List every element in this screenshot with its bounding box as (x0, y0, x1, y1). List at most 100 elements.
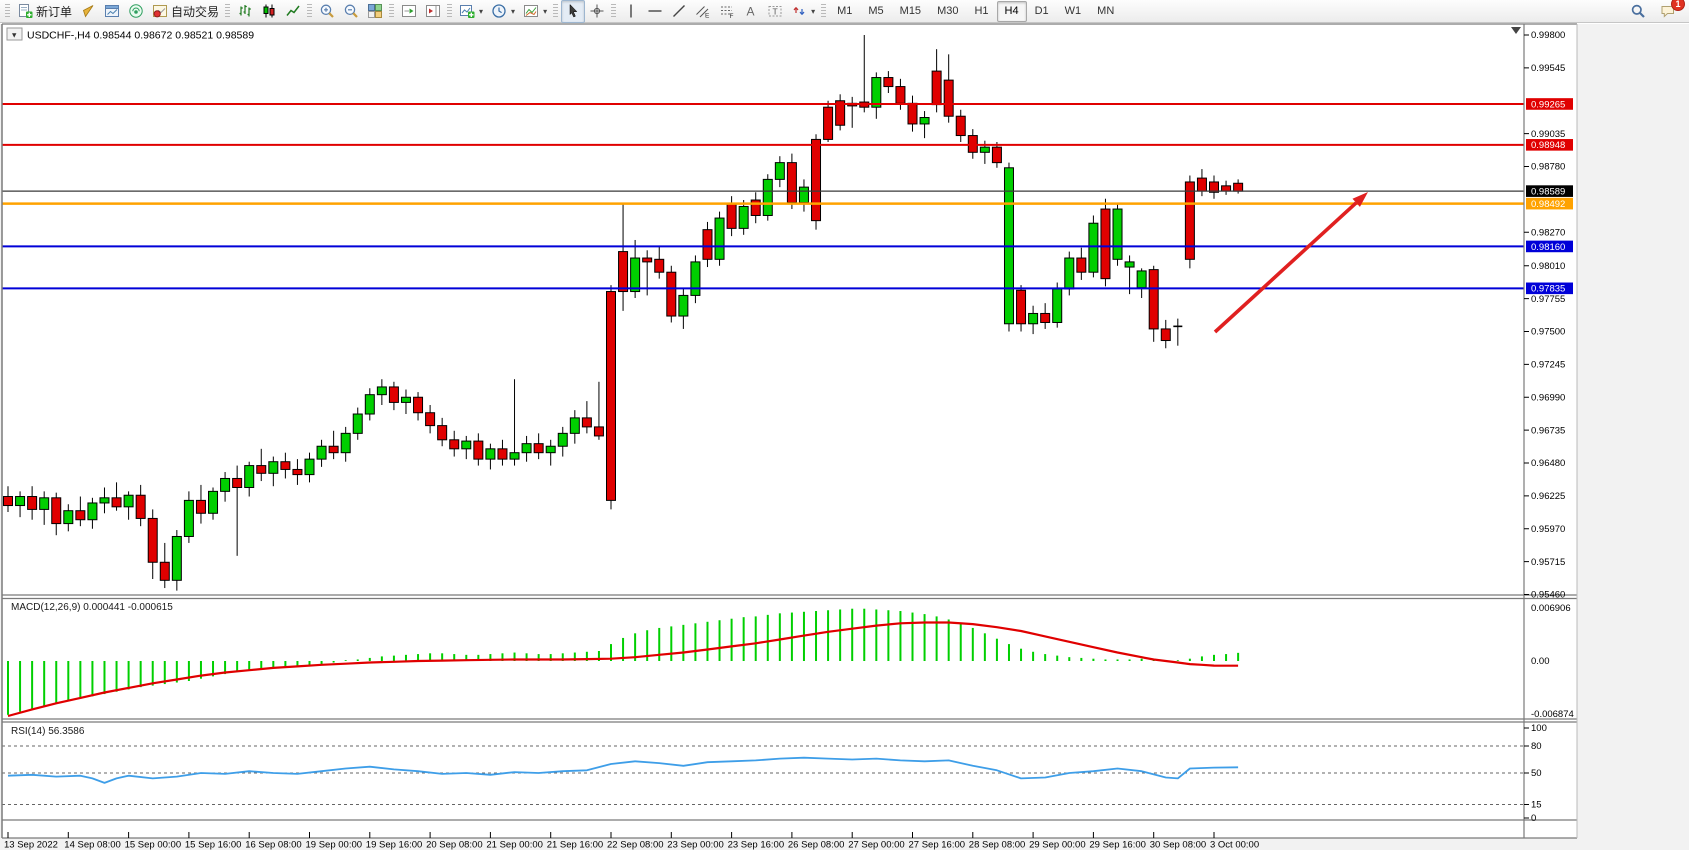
candle-body (907, 102, 918, 125)
time-tick-label: 15 Sep 00:00 (125, 840, 182, 850)
toolbar-grip (821, 3, 827, 19)
candle-body (111, 497, 122, 508)
resistance-price-label: 0.98948 (1531, 140, 1565, 151)
toolbar-grip (553, 3, 559, 19)
chart-shift-button[interactable] (421, 0, 445, 23)
zoom-in-button[interactable] (315, 0, 339, 23)
toolbar-grip (307, 3, 313, 19)
candle-body (618, 251, 629, 293)
fibonacci-button[interactable]: F (715, 0, 739, 23)
trend-arrow[interactable] (1213, 201, 1358, 334)
search-button[interactable] (1626, 0, 1650, 23)
timeframe-h1-button[interactable]: H1 (974, 4, 989, 17)
candle-body (1028, 312, 1039, 325)
candle-body (823, 106, 834, 140)
candle-body (268, 461, 279, 474)
bar-chart-button[interactable] (233, 0, 257, 23)
candle-body (352, 413, 363, 434)
candle-body (690, 261, 701, 296)
tile-windows-icon (367, 3, 383, 19)
price-scale[interactable]: 0.99800 0.99545 0.99035 0.98780 0.98270 0.980… (1524, 30, 1574, 824)
candle-body (388, 386, 399, 403)
candle-body (316, 445, 327, 460)
timeframe-m5-button[interactable]: M5 (868, 4, 884, 17)
candle-body (774, 162, 785, 180)
timeframe-mn-button[interactable]: MN (1097, 4, 1115, 17)
time-tick-label: 23 Sep 00:00 (667, 840, 724, 850)
price-tick-label: 0.98270 (1531, 227, 1565, 238)
arrows-button[interactable]: ▾ (787, 0, 819, 23)
candle-body (509, 452, 520, 460)
auto-trading-button[interactable]: 自动交易 (148, 0, 223, 23)
svg-text:E: E (705, 13, 710, 20)
time-tick-label: 27 Sep 00:00 (848, 840, 905, 850)
candle-body (449, 439, 460, 450)
price-tick-label: 0.95970 (1531, 524, 1565, 535)
text-button[interactable]: A (739, 0, 763, 23)
toolbar-grip (611, 3, 617, 19)
timeframe-d1-button[interactable]: D1 (1034, 4, 1049, 17)
auto-scroll-button[interactable] (397, 0, 421, 23)
crosshair-button[interactable] (585, 0, 609, 23)
candle-body (606, 291, 616, 501)
candle-body (87, 502, 98, 521)
candle-body (654, 258, 665, 273)
line-chart-icon (285, 3, 301, 19)
support-price-label-box (1526, 282, 1573, 295)
timeframe-m1-button[interactable]: M1 (837, 4, 853, 17)
candlestick-button[interactable] (257, 0, 281, 23)
modify-button[interactable] (76, 0, 100, 23)
price-tick-label: 0.97755 (1531, 294, 1565, 305)
time-axis[interactable]: 13 Sep 2022 14 Sep 08:00 15 Sep 00:00 15 Se… (4, 832, 1259, 850)
time-tick-label: 29 Sep 00:00 (1029, 840, 1086, 850)
candle-body (1196, 177, 1207, 192)
timeframe-w1-button[interactable]: W1 (1064, 4, 1082, 17)
line-chart-button[interactable] (281, 0, 305, 23)
price-tick-label: 0.99545 (1531, 63, 1565, 74)
new-order-button[interactable]: 新订单 (13, 0, 76, 23)
channel-button[interactable]: E (691, 0, 715, 23)
vertical-line-button[interactable] (619, 0, 643, 23)
chevron-down-icon: ▾ (511, 6, 516, 16)
time-tick-label: 29 Sep 16:00 (1089, 840, 1146, 850)
chart-window-button[interactable] (100, 0, 124, 23)
trendline-button[interactable] (667, 0, 691, 23)
candle-body (400, 396, 411, 403)
horizontal-line-button[interactable] (643, 0, 667, 23)
profiles-button[interactable]: ▾ (487, 0, 519, 23)
candle-body (943, 79, 954, 117)
candle-body (292, 468, 303, 476)
rsi-panel (2, 745, 1524, 805)
timeframe-m15-button[interactable]: M15 (899, 4, 922, 17)
candle-body (1040, 312, 1051, 323)
text-label-button[interactable]: T (763, 0, 787, 23)
candle-body (244, 465, 255, 488)
trendline-icon (671, 3, 687, 19)
candle-body (642, 257, 653, 263)
timeframe-m30-button[interactable]: M30 (937, 4, 959, 17)
timeframe-h4-button[interactable]: H4 (996, 0, 1027, 22)
cursor-button[interactable] (561, 0, 586, 23)
chat-button[interactable]: 1 (1656, 0, 1685, 23)
candle-body (461, 440, 472, 450)
candle-body (328, 445, 339, 454)
candle-body (545, 445, 556, 454)
current-price-label: 0.98589 (1531, 187, 1565, 198)
signals-button[interactable] (124, 0, 148, 23)
time-tick-label: 13 Sep 2022 (4, 840, 58, 850)
macd-axis-label: 0.00 (1531, 656, 1550, 667)
chart-shift-marker[interactable] (1511, 27, 1521, 34)
candle-body (183, 499, 194, 537)
signal-icon (128, 3, 144, 19)
candle-body (979, 146, 990, 153)
candle-body (1016, 289, 1027, 325)
templates-button[interactable]: ▾ (519, 0, 551, 23)
zoom-out-button[interactable] (339, 0, 363, 23)
symbol-collapse-button[interactable] (6, 27, 23, 41)
price-tick-label: 0.97245 (1531, 360, 1565, 371)
candle-body (485, 448, 496, 460)
tile-windows-button[interactable] (363, 0, 387, 23)
new-chart-button[interactable]: ▾ (455, 0, 487, 23)
